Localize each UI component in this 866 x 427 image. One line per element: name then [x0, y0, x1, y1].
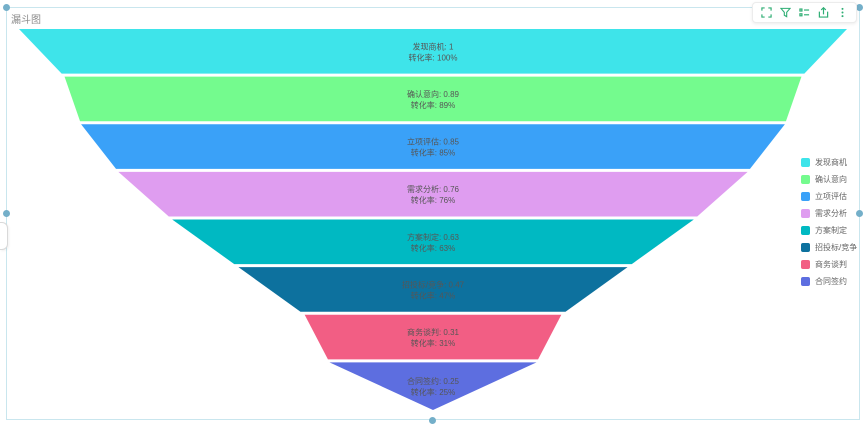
funnel-segment-label-6: 商务谈判: 0.31 转化率: 31%	[407, 327, 460, 348]
selection-handle-top-left[interactable]	[3, 4, 10, 11]
legend-item-3[interactable]: 需求分析	[801, 205, 857, 222]
funnel-segment-4[interactable]	[172, 219, 694, 265]
more-icon	[841, 7, 844, 18]
legend-swatch	[801, 209, 810, 218]
funnel-segment-label-7: 合同签约: 0.25 转化率: 25%	[407, 376, 460, 397]
legend-swatch	[801, 158, 810, 167]
legend-item-7[interactable]: 合同签约	[801, 273, 857, 290]
legend-item-2[interactable]: 立项评估	[801, 188, 857, 205]
selection-handle-right-middle[interactable]	[856, 210, 863, 217]
chart-toolbar	[752, 2, 857, 23]
legend-item-0[interactable]: 发现商机	[801, 154, 857, 171]
fullscreen-button[interactable]	[760, 6, 773, 19]
export-button[interactable]	[817, 6, 830, 19]
list-button[interactable]	[798, 6, 811, 19]
selection-handle-bottom-middle[interactable]	[429, 417, 436, 424]
legend-label: 立项评估	[815, 192, 847, 201]
funnel-segment-label-2: 立项评估: 0.85 转化率: 85%	[407, 137, 460, 158]
legend-label: 发现商机	[815, 158, 847, 167]
funnel-segment-3[interactable]	[118, 171, 748, 217]
legend-item-5[interactable]: 招投标/竞争	[801, 239, 857, 256]
legend-label: 需求分析	[815, 209, 847, 218]
legend-item-1[interactable]: 确认意向	[801, 171, 857, 188]
legend-label: 商务谈判	[815, 260, 847, 269]
legend-label: 招投标/竞争	[815, 243, 858, 252]
funnel-segment-5[interactable]	[238, 267, 628, 312]
funnel-segment-label-4: 方案制定: 0.63 转化率: 63%	[407, 232, 460, 253]
funnel-segment-0[interactable]	[19, 29, 847, 74]
legend-label: 合同签约	[815, 277, 847, 286]
funnel-segment-6[interactable]	[304, 314, 562, 360]
filter-icon	[780, 7, 791, 18]
legend-swatch	[801, 260, 810, 269]
legend-swatch	[801, 192, 810, 201]
legend-swatch	[801, 175, 810, 184]
legend-label: 方案制定	[815, 226, 847, 235]
legend-swatch	[801, 226, 810, 235]
export-icon	[818, 7, 829, 18]
fullscreen-icon	[761, 7, 772, 18]
selection-handle-top-right[interactable]	[856, 4, 863, 11]
more-button[interactable]	[836, 6, 849, 19]
legend-item-6[interactable]: 商务谈判	[801, 256, 857, 273]
chart-legend: 发现商机确认意向立项评估需求分析方案制定招投标/竞争 商务谈判合同签约	[801, 154, 857, 290]
legend-label: 确认意向	[815, 175, 847, 184]
funnel-segment-1[interactable]	[64, 76, 802, 122]
funnel-segment-7[interactable]	[329, 362, 537, 410]
funnel-segment-label-5: 招投标/竞争: 0.47 转化率: 47%	[402, 279, 465, 300]
selection-handle-left-middle[interactable]	[3, 210, 10, 217]
legend-swatch	[801, 243, 810, 252]
legend-swatch	[801, 277, 810, 286]
sidebar-collapse-tab[interactable]	[0, 222, 8, 250]
chart-title: 漏斗图	[11, 15, 41, 26]
legend-item-4[interactable]: 方案制定	[801, 222, 857, 239]
funnel-segment-label-3: 需求分析: 0.76 转化率: 76%	[407, 184, 460, 205]
funnel-segment-2[interactable]	[81, 124, 785, 169]
list-icon	[799, 8, 810, 17]
funnel-segment-label-1: 确认意向: 0.89 转化率: 89%	[407, 89, 460, 110]
filter-button[interactable]	[779, 6, 792, 19]
funnel-segment-label-0: 发现商机: 1 转化率: 100%	[409, 41, 458, 62]
